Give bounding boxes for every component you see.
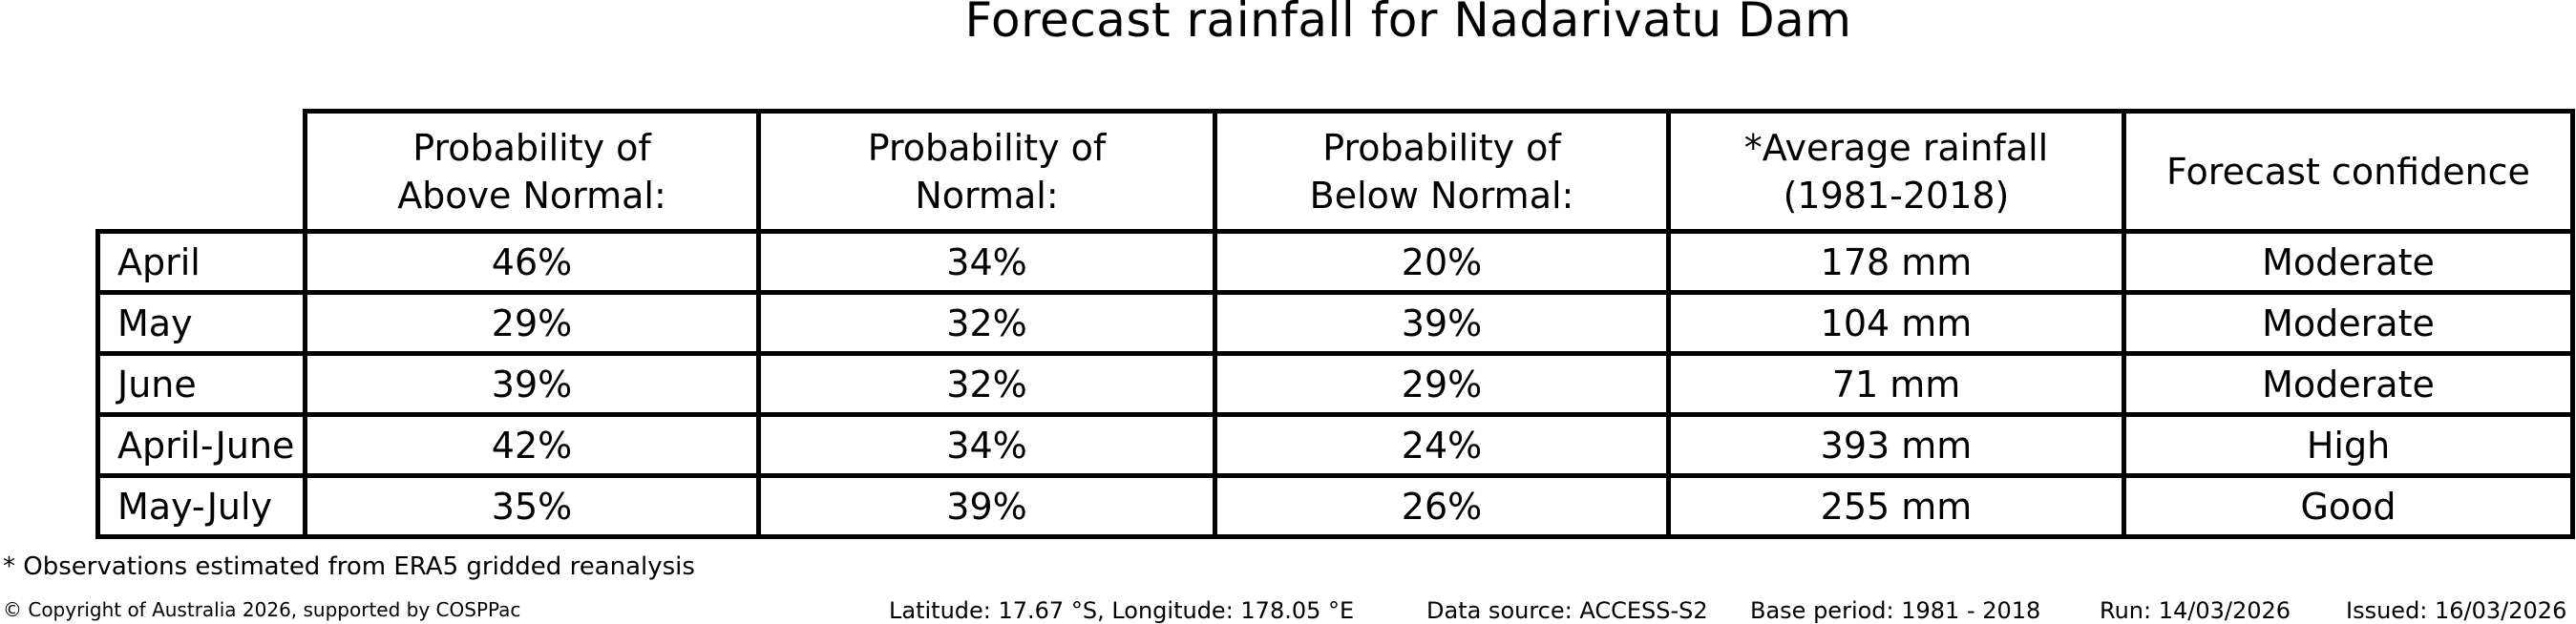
table-cell: 24% xyxy=(1213,412,1671,478)
table-cell: 393 mm xyxy=(1666,412,2126,478)
table-cell: 39% xyxy=(303,351,761,417)
table-cell: 29% xyxy=(303,290,761,356)
table-cell: 39% xyxy=(756,473,1217,539)
table-row-may: May 29% 32% 39% 104 mm Moderate xyxy=(95,290,2575,356)
col-header-normal: Probability of Normal: xyxy=(756,109,1217,234)
header-line: Probability of xyxy=(1322,126,1561,169)
table-cell: 20% xyxy=(1213,229,1671,295)
col-header-forecast-confidence: Forecast confidence xyxy=(2122,109,2575,234)
row-label-may-july: May-July xyxy=(95,473,307,539)
table-cell: 29% xyxy=(1213,351,1671,417)
copyright: © Copyright of Australia 2026, supported… xyxy=(3,598,521,621)
footer-run-date: Run: 14/03/2026 xyxy=(2100,597,2291,624)
row-label-may: May xyxy=(95,290,307,356)
table-cell: 104 mm xyxy=(1666,290,2126,356)
table-cell: Good xyxy=(2122,473,2575,539)
table-cell: 26% xyxy=(1213,473,1671,539)
table-cell: 35% xyxy=(303,473,761,539)
row-label-april: April xyxy=(95,229,307,295)
table-cell: 39% xyxy=(1213,290,1671,356)
table-row-april-june: April-June 42% 34% 24% 393 mm High xyxy=(95,412,2575,478)
footer-base-period: Base period: 1981 - 2018 xyxy=(1750,597,2041,624)
page-title: Forecast rainfall for Nadarivatu Dam xyxy=(964,0,1852,48)
row-label-june: June xyxy=(95,351,307,417)
table-row-april: April 46% 34% 20% 178 mm Moderate xyxy=(95,229,2575,295)
table-row-may-july: May-July 35% 39% 26% 255 mm Good xyxy=(95,473,2575,539)
header-line: Forecast confidence xyxy=(2166,150,2530,193)
forecast-table: Probability of Above Normal: Probability… xyxy=(95,109,2575,539)
header-line: *Average rainfall xyxy=(1743,126,2049,169)
footer-issued-date: Issued: 16/03/2026 xyxy=(2346,597,2567,624)
table-row-june: June 39% 32% 29% 71 mm Moderate xyxy=(95,351,2575,417)
table-cell: High xyxy=(2122,412,2575,478)
footnote: * Observations estimated from ERA5 gridd… xyxy=(3,552,695,581)
header-line: Probability of xyxy=(412,126,651,169)
table-cell: Moderate xyxy=(2122,290,2575,356)
table-cell: 71 mm xyxy=(1666,351,2126,417)
table-cell: Moderate xyxy=(2122,229,2575,295)
footer-location: Latitude: 17.67 °S, Longitude: 178.05 °E xyxy=(889,597,1355,624)
table-cell: 34% xyxy=(756,412,1217,478)
row-label-april-june: April-June xyxy=(95,412,307,478)
header-line: Below Normal: xyxy=(1309,174,1574,217)
col-header-average-rainfall: *Average rainfall (1981-2018) xyxy=(1666,109,2126,234)
corner-cell xyxy=(98,112,306,232)
table-cell: 46% xyxy=(303,229,761,295)
header-line: (1981-2018) xyxy=(1783,174,2010,217)
table-cell: 32% xyxy=(756,290,1217,356)
header-line: Probability of xyxy=(867,126,1107,169)
col-header-below-normal: Probability of Below Normal: xyxy=(1213,109,1671,234)
col-header-above-normal: Probability of Above Normal: xyxy=(303,109,761,234)
table-cell: 32% xyxy=(756,351,1217,417)
table-cell: 255 mm xyxy=(1666,473,2126,539)
footer-data-source: Data source: ACCESS-S2 xyxy=(1426,597,1708,624)
table-cell: 34% xyxy=(756,229,1217,295)
table-cell: 42% xyxy=(303,412,761,478)
header-line: Above Normal: xyxy=(397,174,666,217)
table-header-row: Probability of Above Normal: Probability… xyxy=(98,109,2575,234)
table-cell: Moderate xyxy=(2122,351,2575,417)
table-cell: 178 mm xyxy=(1666,229,2126,295)
header-line: Normal: xyxy=(915,174,1059,217)
